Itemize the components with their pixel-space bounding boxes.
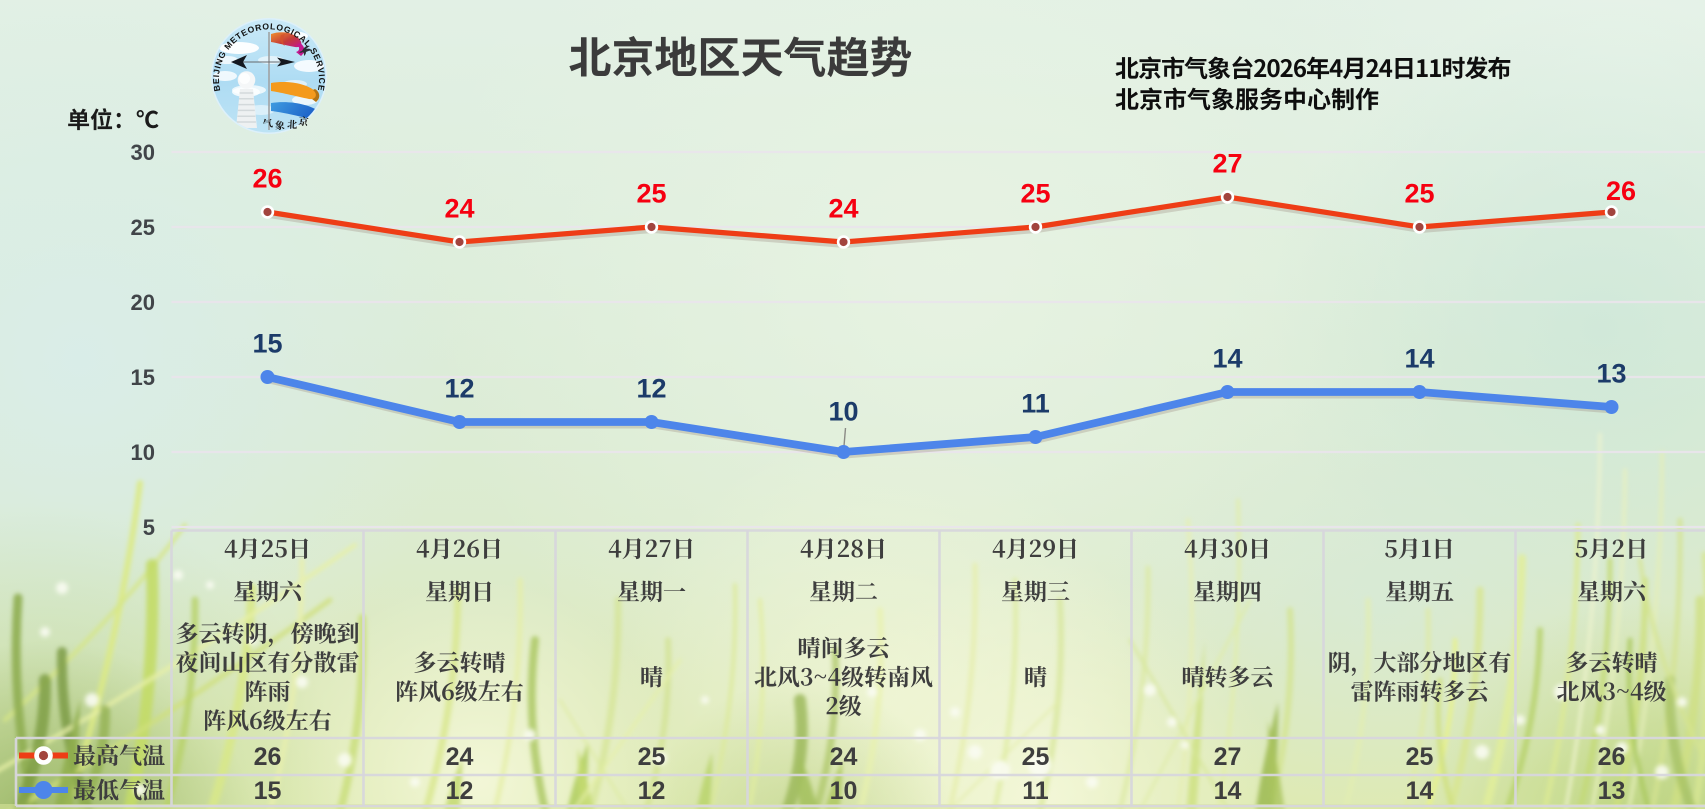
svg-text:25: 25 (636, 179, 666, 209)
svg-text:24: 24 (830, 743, 858, 771)
svg-text:27: 27 (1214, 743, 1242, 771)
svg-text:14: 14 (1212, 344, 1242, 374)
svg-text:25: 25 (1404, 179, 1434, 209)
svg-text:13: 13 (1596, 359, 1626, 389)
svg-text:13: 13 (1598, 777, 1626, 805)
svg-text:20: 20 (131, 290, 155, 315)
svg-text:5: 5 (143, 515, 155, 540)
svg-text:14: 14 (1406, 777, 1434, 805)
svg-text:26: 26 (1606, 176, 1636, 206)
svg-text:11: 11 (1021, 389, 1050, 419)
svg-text:12: 12 (636, 374, 666, 404)
svg-text:25: 25 (1020, 179, 1050, 209)
svg-text:12: 12 (638, 777, 666, 805)
svg-text:10: 10 (828, 397, 858, 427)
svg-text:10: 10 (830, 777, 858, 805)
svg-text:30: 30 (131, 140, 155, 165)
svg-text:26: 26 (252, 164, 282, 194)
svg-text:12: 12 (446, 777, 474, 805)
svg-text:25: 25 (638, 743, 666, 771)
svg-text:26: 26 (1598, 743, 1626, 771)
svg-text:14: 14 (1404, 344, 1434, 374)
svg-text:24: 24 (446, 743, 474, 771)
svg-text:25: 25 (1406, 743, 1434, 771)
svg-text:15: 15 (131, 365, 155, 390)
svg-text:24: 24 (444, 194, 474, 224)
svg-text:27: 27 (1212, 149, 1242, 179)
svg-text:15: 15 (252, 329, 282, 359)
svg-text:12: 12 (444, 374, 474, 404)
svg-text:10: 10 (131, 440, 155, 465)
svg-text:25: 25 (131, 215, 155, 240)
svg-text:15: 15 (254, 777, 282, 805)
svg-text:14: 14 (1214, 777, 1242, 805)
svg-text:26: 26 (254, 743, 282, 771)
svg-text:25: 25 (1022, 743, 1050, 771)
svg-text:11: 11 (1022, 777, 1049, 805)
svg-text:24: 24 (828, 194, 858, 224)
